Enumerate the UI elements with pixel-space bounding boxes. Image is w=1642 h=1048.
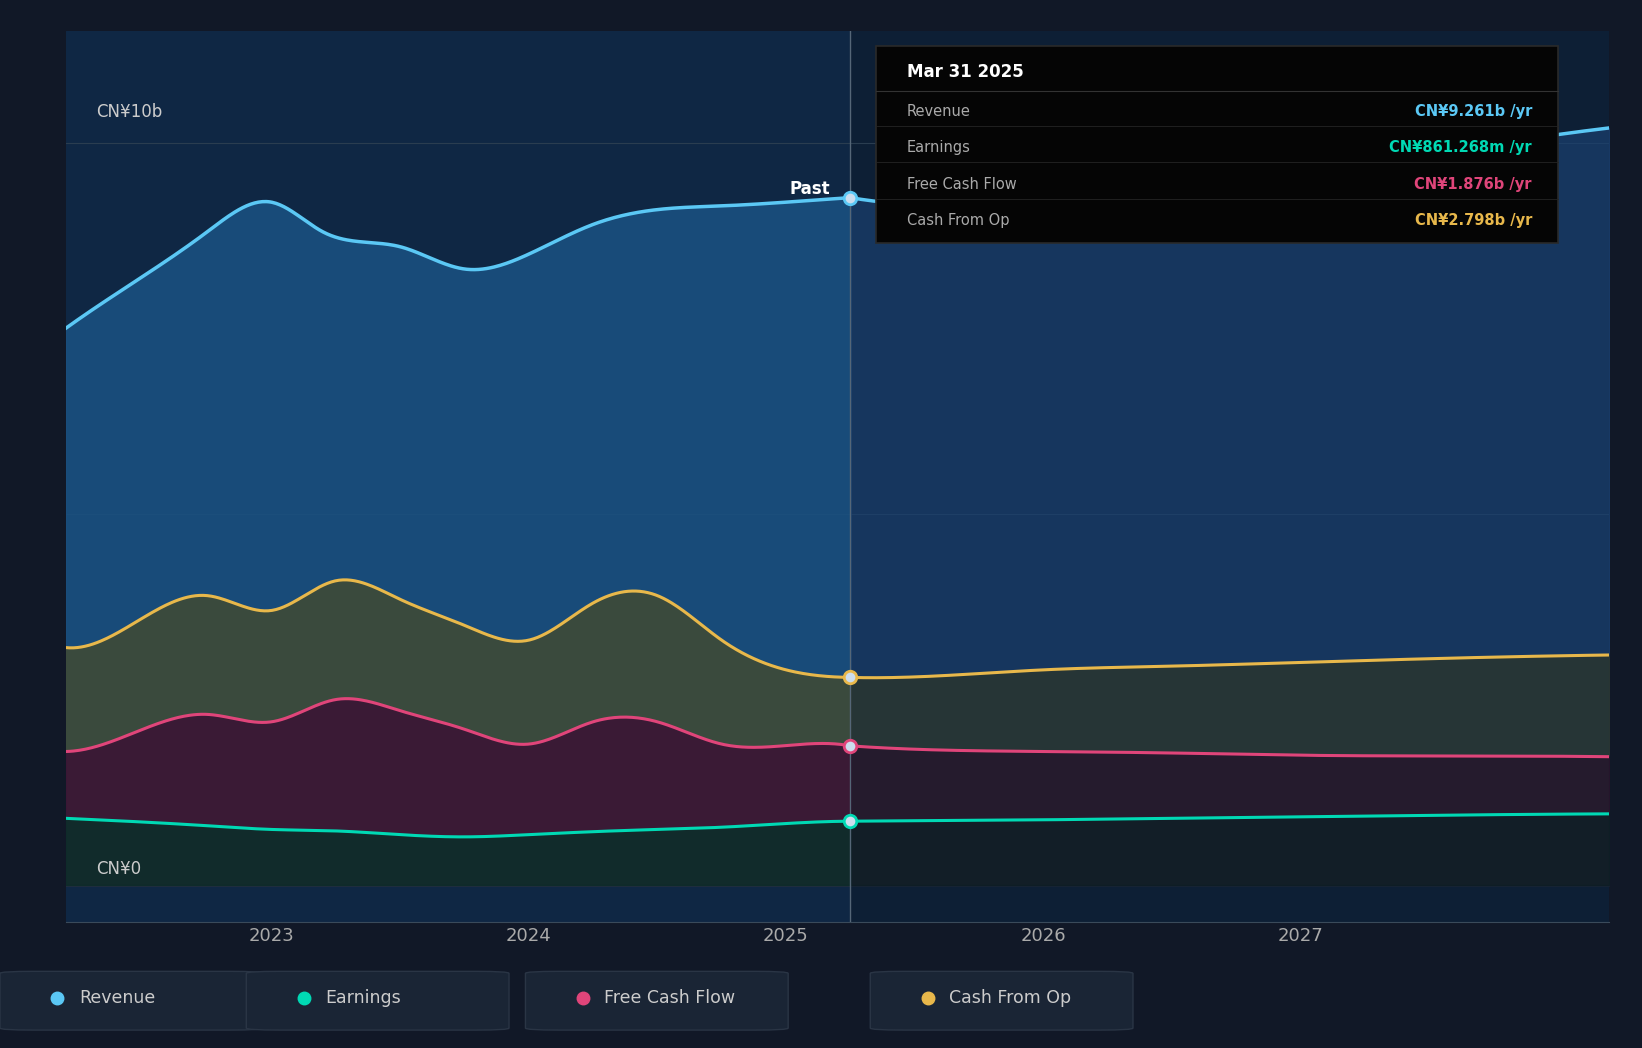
Text: Earnings: Earnings — [325, 989, 401, 1007]
FancyBboxPatch shape — [0, 971, 263, 1030]
FancyBboxPatch shape — [875, 46, 1558, 243]
Text: CN¥1.876b /yr: CN¥1.876b /yr — [1414, 177, 1532, 192]
Text: CN¥0: CN¥0 — [97, 859, 141, 878]
Text: Cash From Op: Cash From Op — [949, 989, 1071, 1007]
Text: CN¥9.261b /yr: CN¥9.261b /yr — [1415, 104, 1532, 119]
Text: Cash From Op: Cash From Op — [906, 213, 1010, 228]
FancyBboxPatch shape — [870, 971, 1133, 1030]
Text: Past: Past — [790, 179, 829, 198]
Text: Free Cash Flow: Free Cash Flow — [906, 177, 1016, 192]
FancyBboxPatch shape — [525, 971, 788, 1030]
Text: Analysts Forecasts: Analysts Forecasts — [882, 179, 1036, 198]
Text: Earnings: Earnings — [906, 140, 970, 155]
FancyBboxPatch shape — [246, 971, 509, 1030]
Text: Revenue: Revenue — [906, 104, 970, 119]
Text: CN¥2.798b /yr: CN¥2.798b /yr — [1415, 213, 1532, 228]
Text: Revenue: Revenue — [79, 989, 154, 1007]
Text: CN¥861.268m /yr: CN¥861.268m /yr — [1389, 140, 1532, 155]
Bar — [851, 31, 1609, 922]
Bar — [66, 31, 851, 922]
Text: Free Cash Flow: Free Cash Flow — [604, 989, 736, 1007]
Text: Mar 31 2025: Mar 31 2025 — [906, 63, 1023, 81]
Text: CN¥10b: CN¥10b — [97, 103, 163, 121]
